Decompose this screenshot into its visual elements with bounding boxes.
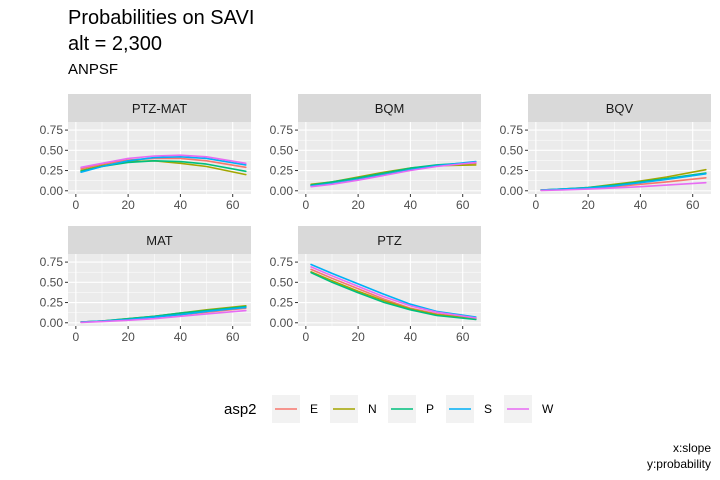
x-tick-label: 0 (532, 198, 539, 212)
panel-background (528, 122, 711, 194)
facet-strip-label: BQV (606, 101, 634, 116)
x-tick-label: 0 (72, 330, 79, 344)
facet-strip (298, 94, 481, 122)
x-tick-label: 20 (121, 198, 135, 212)
x-tick-label: 20 (581, 198, 595, 212)
y-tick-label: 0.75 (40, 255, 64, 269)
x-tick-label: 60 (226, 330, 240, 344)
y-tick-label: 0.25 (40, 296, 64, 310)
y-tick-label: 0.50 (40, 143, 64, 157)
caption-x: x:slope (672, 441, 711, 455)
series-line-S (540, 173, 707, 191)
x-tick-label: 40 (174, 198, 188, 212)
x-tick-label: 20 (351, 198, 365, 212)
x-tick-label: 60 (456, 330, 470, 344)
facet-strip-label: BQM (375, 101, 405, 116)
x-tick-label: 60 (456, 198, 470, 212)
x-tick-label: 0 (302, 198, 309, 212)
y-tick-label: 0.00 (270, 184, 294, 198)
y-tick-label: 0.00 (500, 184, 524, 198)
legend-label-S: S (484, 402, 492, 416)
y-tick-label: 0.75 (500, 123, 524, 137)
facet-strip-label: MAT (146, 233, 173, 248)
x-tick-label: 40 (174, 330, 188, 344)
x-tick-label: 20 (351, 330, 365, 344)
x-tick-label: 20 (121, 330, 135, 344)
chart-title-line2: alt = 2,300 (68, 33, 162, 55)
facet-strip (528, 94, 711, 122)
facet-strip-label: PTZ-MAT (132, 101, 187, 116)
y-tick-label: 0.75 (270, 255, 294, 269)
series-line-W (80, 309, 247, 324)
caption-y: y:probability (646, 457, 711, 471)
legend-label-W: W (542, 402, 554, 416)
series-line-W (310, 266, 477, 319)
legend-label-E: E (310, 402, 318, 416)
y-tick-label: 0.00 (40, 316, 64, 330)
series-line-P (310, 271, 477, 321)
y-tick-label: 0.25 (500, 164, 524, 178)
series-line-S (80, 156, 247, 173)
x-tick-label: 60 (226, 198, 240, 212)
y-tick-label: 0.75 (40, 123, 64, 137)
y-tick-label: 0.25 (270, 296, 294, 310)
y-tick-label: 0.25 (40, 164, 64, 178)
y-tick-label: 0.00 (270, 316, 294, 330)
y-tick-label: 0.00 (40, 184, 64, 198)
legend-label-P: P (426, 402, 434, 416)
facet-strip (68, 94, 251, 122)
x-tick-label: 0 (302, 330, 309, 344)
x-tick-label: 0 (72, 198, 79, 212)
series-line-W (540, 181, 707, 192)
panel-background (68, 254, 251, 326)
y-tick-label: 0.50 (40, 275, 64, 289)
x-tick-label: 40 (404, 330, 418, 344)
chart-title: Probabilities on SAVI (68, 7, 255, 29)
legend-label-N: N (368, 402, 377, 416)
y-tick-label: 0.75 (270, 123, 294, 137)
series-line-W (80, 154, 247, 169)
facet-strip-label: PTZ (377, 233, 402, 248)
y-tick-label: 0.50 (500, 143, 524, 157)
facet-strip (298, 226, 481, 254)
y-tick-label: 0.50 (270, 275, 294, 289)
x-tick-label: 40 (634, 198, 648, 212)
series-line-W (310, 161, 477, 188)
x-tick-label: 60 (686, 198, 700, 212)
x-tick-label: 40 (404, 198, 418, 212)
y-tick-label: 0.50 (270, 143, 294, 157)
legend-title: asp2 (224, 401, 257, 418)
y-tick-label: 0.25 (270, 164, 294, 178)
chart-subtitle: ANPSF (68, 61, 119, 78)
facet-strip (68, 226, 251, 254)
